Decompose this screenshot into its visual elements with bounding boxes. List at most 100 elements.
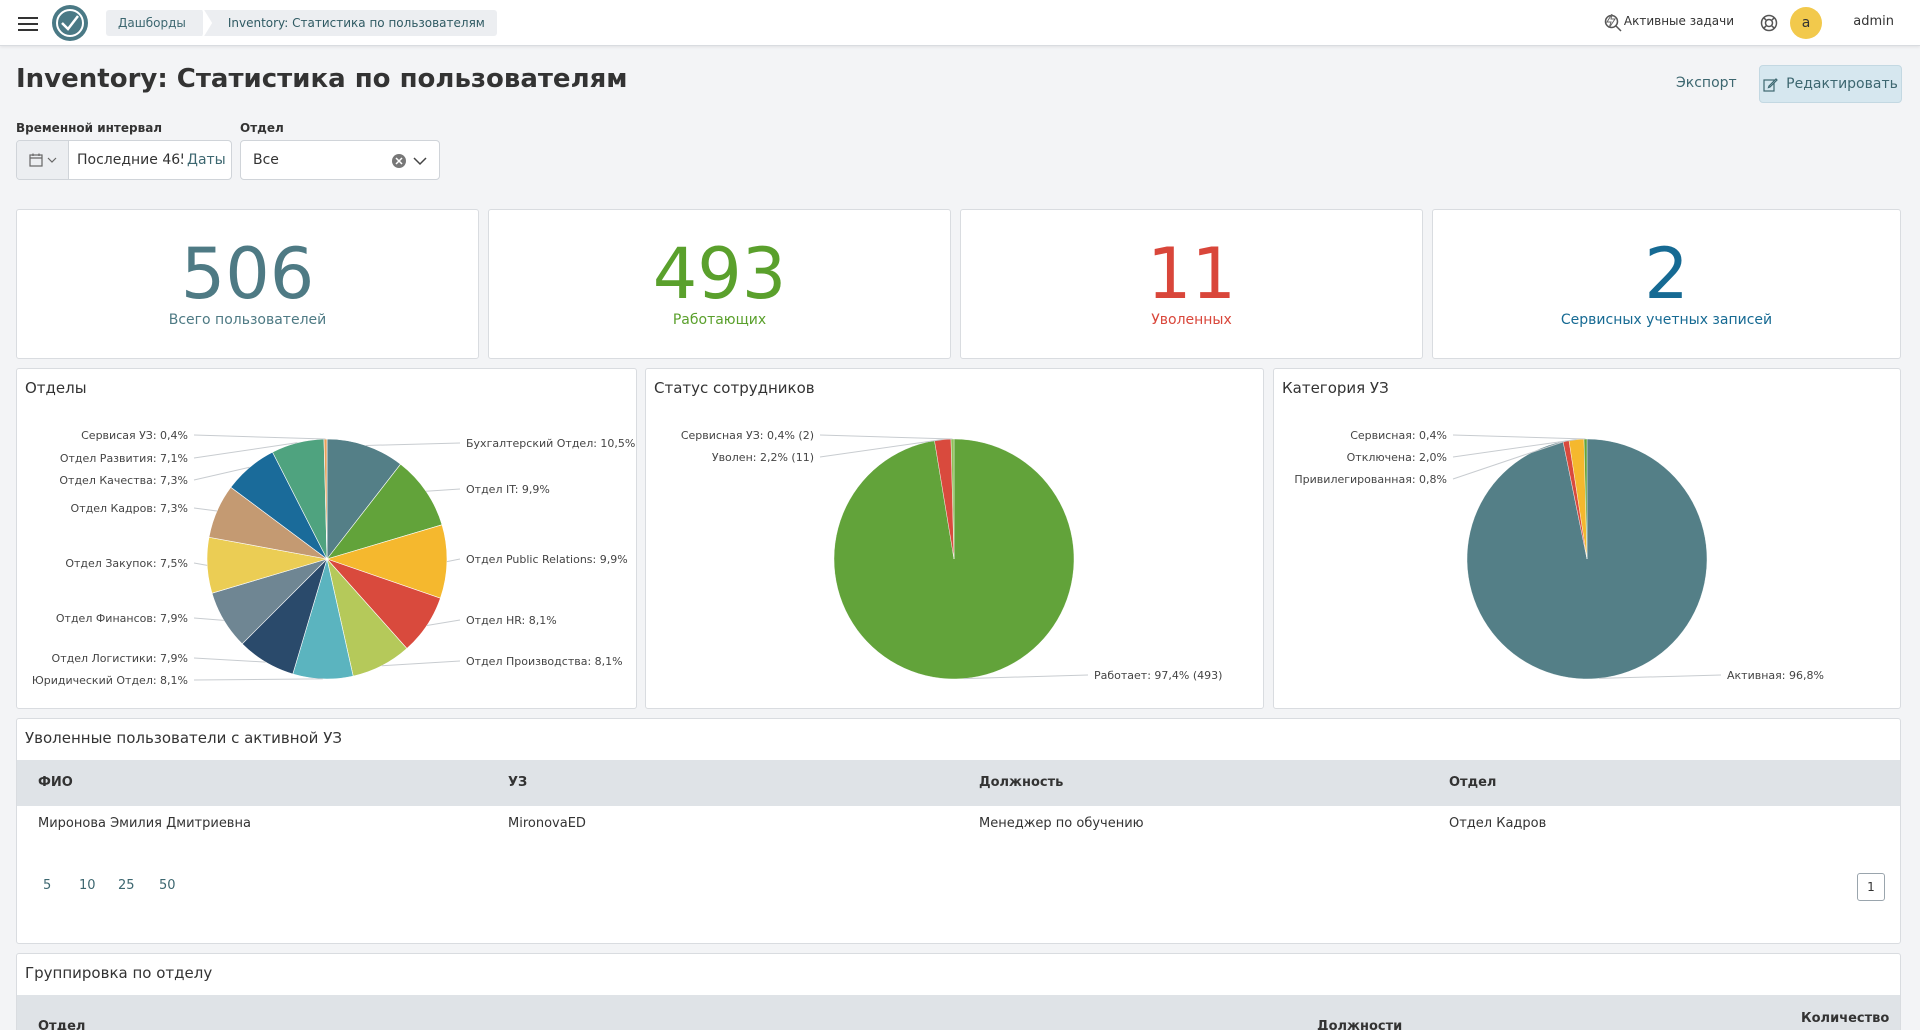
range-label: Временной интервал (16, 121, 163, 135)
pie-slice[interactable] (326, 463, 443, 560)
breadcrumb-separator-icon (201, 10, 212, 36)
pie-slice[interactable] (326, 438, 401, 560)
page-size-50[interactable]: 50 (159, 878, 176, 893)
chart-title: Отделы (25, 379, 87, 397)
pie-label-leader (193, 466, 250, 481)
pie-slice-label: Работает: 97,4% (493) (1094, 669, 1222, 682)
dept-value: Все (253, 152, 279, 168)
lifebuoy-icon (1760, 14, 1778, 32)
calendar-icon (28, 153, 43, 167)
range-picker[interactable]: Последние 465... Даты (16, 140, 232, 180)
clear-icon[interactable] (391, 153, 407, 169)
stat-card-service: 2 Сервисных учетных записей (1432, 209, 1901, 359)
logo-icon (56, 9, 84, 37)
pie-slice-label: Отдел Закупок: 7,5% (65, 557, 188, 570)
stat-card-working: 493 Работающих (488, 209, 951, 359)
chart-panel-status: Статус сотрудников Работает: 97,4% (493)… (645, 368, 1264, 709)
pie-slice-label: Отдел Логистики: 7,9% (52, 652, 188, 665)
pie-label-leader (193, 678, 323, 681)
column-header-positions[interactable]: Должности (1317, 1019, 1403, 1030)
dept-select[interactable]: Все (240, 140, 440, 180)
table-header-row: ФИО УЗ Должность Отдел (17, 760, 1900, 806)
column-header-dept[interactable]: Отдел (1449, 775, 1497, 790)
pagination-page-1[interactable]: 1 (1857, 873, 1885, 901)
cell-fio: Миронова Эмилия Дмитриевна (38, 816, 251, 831)
lightning-icon (1605, 14, 1616, 28)
avatar[interactable]: a (1790, 7, 1822, 39)
chart-panel-account-category: Категория УЗ Активная: 96,8% Привилегиров… (1273, 368, 1901, 709)
pie-label-leader (1599, 674, 1722, 679)
app-logo[interactable] (52, 5, 88, 41)
pie-label-leader (819, 439, 943, 458)
breadcrumb: Дашборды Inventory: Статистика по пользо… (106, 10, 497, 36)
column-header-count[interactable]: Количество (1801, 1011, 1890, 1026)
chart-panel-departments: Отделы Бухгалтерский Отдел: 10,5% Отдел I… (16, 368, 637, 709)
pie-label-leader (381, 660, 461, 667)
pie-label-leader (193, 617, 224, 621)
pie-slice-label: Бухгалтерский Отдел: 10,5% (466, 437, 635, 450)
export-button[interactable]: Экспорт (1676, 75, 1737, 91)
pie-slice-label: Сервисная УЗ: 0,4% (2) (681, 429, 814, 442)
page-title: Inventory: Статистика по пользователям (16, 64, 628, 94)
stat-label: Всего пользователей (168, 312, 327, 328)
range-calendar-button[interactable] (17, 141, 69, 179)
pie-slice-label: Отключена: 2,0% (1347, 451, 1447, 464)
edit-label: Редактировать (1786, 76, 1898, 92)
chevron-down-icon[interactable] (413, 153, 427, 169)
pie-label-leader (193, 434, 326, 440)
stat-value: 506 (180, 233, 315, 315)
username[interactable]: admin (1853, 14, 1894, 29)
pie-slice-label: Сервисная: 0,4% (1350, 429, 1447, 442)
column-header-account[interactable]: УЗ (508, 775, 528, 790)
panel-title: Уволенные пользователи с активной УЗ (25, 729, 342, 747)
cell-dept: Отдел Кадров (1449, 816, 1547, 831)
pie-label-leader (963, 674, 1089, 680)
pie-label-leader (1452, 438, 1577, 458)
edit-button[interactable]: Редактировать (1759, 65, 1902, 103)
pie-label-leader (365, 442, 461, 446)
range-dates-link[interactable]: Даты (187, 152, 226, 168)
stat-value: 11 (1146, 233, 1237, 315)
pie-slice-label: Юридический Отдел: 8,1% (32, 674, 188, 687)
page-size-25[interactable]: 25 (118, 878, 135, 893)
pie-slice[interactable] (326, 524, 448, 599)
menu-icon[interactable] (18, 13, 38, 31)
chart-title: Статус сотрудников (654, 379, 815, 397)
help-button[interactable] (1760, 14, 1778, 36)
breadcrumb-current[interactable]: Inventory: Статистика по пользователям (211, 10, 497, 36)
pie-label-leader (193, 562, 208, 566)
page-size-10[interactable]: 10 (79, 878, 96, 893)
pie-slice-label: Отдел Развития: 7,1% (60, 452, 188, 465)
breadcrumb-dashboards[interactable]: Дашборды (106, 10, 202, 36)
column-header-fio[interactable]: ФИО (38, 775, 73, 790)
page-size-5[interactable]: 5 (43, 878, 52, 893)
active-tasks-button[interactable]: Активные задачи (1605, 14, 1734, 28)
edit-icon (1763, 77, 1778, 92)
stat-value: 2 (1644, 233, 1689, 315)
column-header-position[interactable]: Должность (979, 775, 1064, 790)
column-header-dept[interactable]: Отдел (38, 1019, 86, 1030)
pie-slice-label: Отдел Качества: 7,3% (59, 474, 188, 487)
table-header-row: Отдел Должности Количество (17, 995, 1900, 1030)
chevron-down-icon (47, 157, 56, 163)
pie-slice-label: Отдел Кадров: 7,3% (71, 502, 188, 515)
pie-slice-label: Отдел HR: 8,1% (466, 614, 557, 627)
pie-slice-label: Отдел Финансов: 7,9% (56, 612, 188, 625)
active-tasks-label: Активные задачи (1623, 14, 1734, 28)
stat-card-total: 506 Всего пользователей (16, 209, 479, 359)
panel-title: Группировка по отделу (25, 964, 213, 982)
pie-slice-label: Сервисая УЗ: 0,4% (81, 429, 188, 442)
pie-label-leader (193, 442, 298, 459)
pie-slice-label: Активная: 96,8% (1727, 669, 1824, 682)
pie-slice-label: Отдел Производства: 8,1% (466, 655, 623, 668)
pie-label-leader (193, 507, 218, 512)
group-by-dept-panel: Группировка по отделу Отдел Должности Ко… (16, 953, 1901, 1030)
pie-label-leader (1452, 440, 1567, 480)
pie-slice-label: Отдел Public Relations: 9,9% (466, 553, 628, 566)
stat-label: Сервисных учетных записей (1560, 312, 1773, 328)
departments-pie-chart: Бухгалтерский Отдел: 10,5% Отдел IT: 9,9%… (32, 429, 636, 687)
fired-users-panel: Уволенные пользователи с активной УЗ ФИО… (16, 718, 1901, 944)
range-value[interactable]: Последние 465... (77, 152, 183, 168)
stat-label: Уволенных (1151, 312, 1232, 328)
pie-slice-label: Отдел IT: 9,9% (466, 483, 550, 496)
